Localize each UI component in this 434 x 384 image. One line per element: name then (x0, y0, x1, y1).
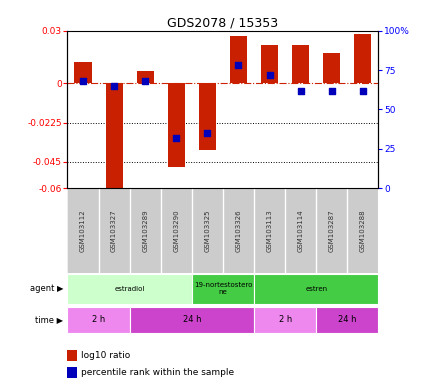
Text: GSM103325: GSM103325 (204, 209, 210, 252)
Text: 2 h: 2 h (278, 315, 291, 324)
Bar (230, 36, 247, 83)
Point (328, 88, 335, 94)
Text: log10 ratio: log10 ratio (81, 351, 130, 360)
Point (204, 130, 210, 136)
Text: GSM103326: GSM103326 (235, 209, 241, 252)
FancyBboxPatch shape (191, 274, 253, 304)
Text: 24 h: 24 h (182, 315, 201, 324)
Point (110, 83, 117, 89)
FancyBboxPatch shape (253, 274, 378, 304)
Point (79, 78, 86, 84)
Point (172, 135, 179, 141)
Text: 19-nortestostero
ne: 19-nortestostero ne (193, 283, 252, 295)
Point (296, 88, 303, 94)
Bar (322, 53, 339, 83)
Text: GSM103287: GSM103287 (328, 209, 334, 252)
Bar (168, 83, 184, 167)
Point (358, 88, 365, 94)
Bar (292, 45, 309, 83)
Bar (260, 45, 277, 83)
Text: GSM103114: GSM103114 (297, 209, 303, 252)
FancyBboxPatch shape (253, 307, 316, 333)
Text: 24 h: 24 h (337, 315, 356, 324)
Point (266, 72, 273, 78)
Text: GSM103288: GSM103288 (359, 209, 365, 252)
FancyBboxPatch shape (67, 307, 129, 333)
Text: 2 h: 2 h (92, 315, 105, 324)
Text: percentile rank within the sample: percentile rank within the sample (81, 368, 234, 377)
Text: GSM103112: GSM103112 (80, 209, 86, 252)
Point (141, 78, 148, 84)
Text: time ▶: time ▶ (35, 315, 63, 324)
Text: GSM103290: GSM103290 (173, 209, 179, 252)
Bar (198, 83, 215, 150)
Text: GSM103113: GSM103113 (266, 209, 272, 252)
Text: GSM103327: GSM103327 (111, 209, 117, 252)
Title: GDS2078 / 15353: GDS2078 / 15353 (167, 17, 278, 30)
Bar (136, 71, 153, 83)
Text: estradiol: estradiol (114, 286, 145, 292)
Text: agent ▶: agent ▶ (30, 285, 63, 293)
Bar (354, 34, 371, 83)
Bar (74, 62, 91, 83)
Text: estren: estren (305, 286, 326, 292)
FancyBboxPatch shape (316, 307, 378, 333)
Bar (105, 83, 122, 192)
FancyBboxPatch shape (129, 307, 253, 333)
Text: GSM103289: GSM103289 (142, 209, 148, 252)
FancyBboxPatch shape (67, 274, 191, 304)
Point (234, 62, 241, 68)
